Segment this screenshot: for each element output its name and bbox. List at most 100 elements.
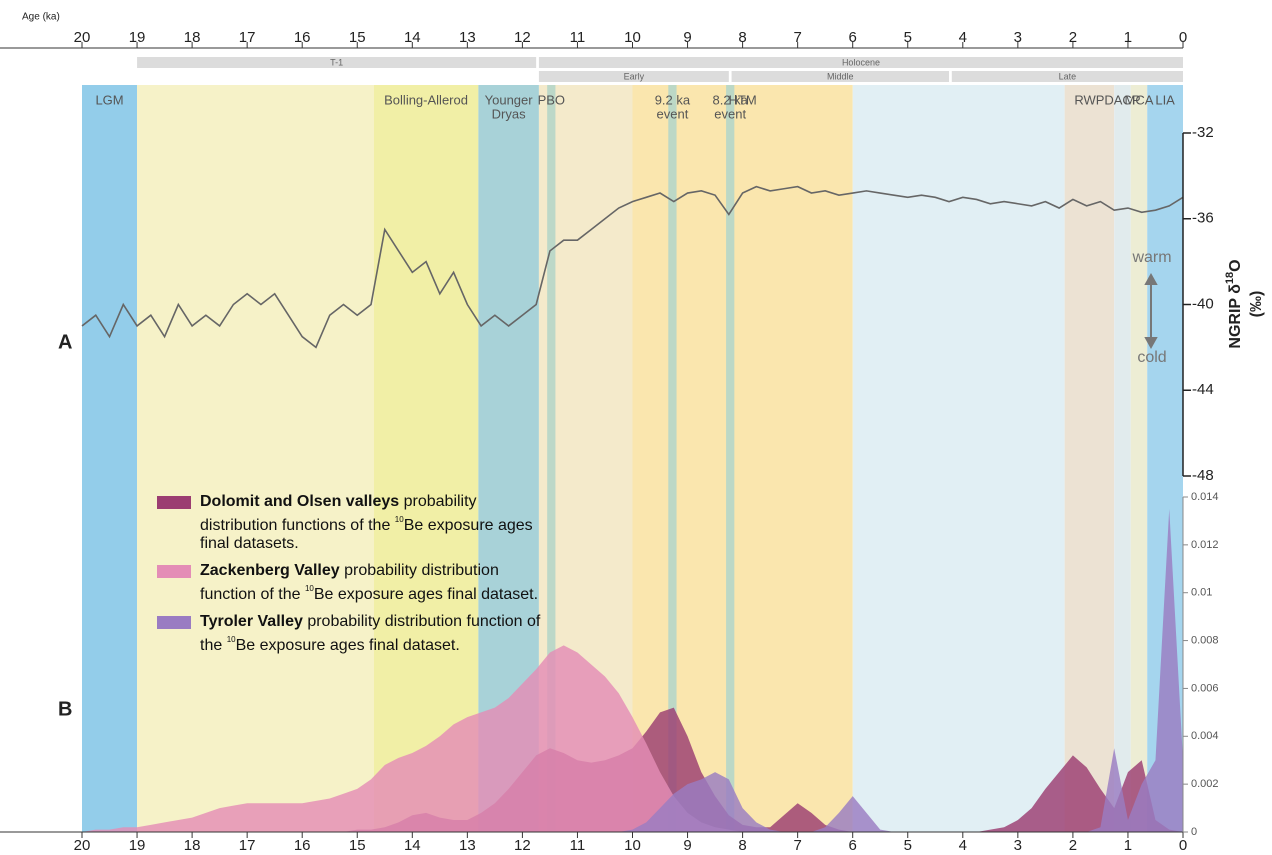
band-label: RWP	[1074, 92, 1104, 107]
x-tick-label: 2	[1069, 837, 1077, 854]
x-tick-label: 18	[184, 29, 201, 46]
annotation: warm	[1131, 249, 1171, 266]
period-band	[852, 85, 1065, 832]
x-tick-label: 11	[570, 837, 586, 854]
legend-sup: 10	[394, 515, 404, 524]
legend-entry: Zackenberg Valley probability distributi…	[157, 562, 547, 604]
period-label: Late	[1059, 71, 1077, 81]
legend-swatch	[157, 496, 191, 509]
x-tick-label: 8	[738, 837, 746, 854]
x-tick-label: 12	[514, 29, 531, 46]
band-label: PBO	[538, 92, 565, 107]
band-label: event	[714, 106, 746, 121]
x-tick-label: 10	[624, 837, 641, 854]
x-tick-label: 18	[184, 837, 201, 854]
period-band	[1130, 85, 1148, 832]
panel-label: B	[58, 698, 72, 720]
band-label: 8.2 ka	[713, 92, 749, 107]
y-title-part: O	[1227, 259, 1244, 271]
x-tick-label: 19	[129, 837, 146, 854]
isotope-line	[81, 185, 1184, 349]
x-tick-label: 13	[459, 837, 476, 854]
x-tick-label: 8	[738, 29, 746, 46]
period-band	[726, 85, 735, 832]
x-tick-label: 15	[349, 837, 366, 854]
legend-entry: Dolomit and Olsen valleys probability di…	[157, 493, 547, 553]
band-label: 9.2 ka	[655, 92, 691, 107]
x-tick-label: 12	[514, 837, 531, 854]
y-title-part: NGRIP δ	[1227, 284, 1244, 349]
y-axis-unit: (‰)	[1248, 291, 1265, 318]
legend-text: probability distribution functions of th…	[200, 493, 477, 534]
x-tick-label: 0	[1179, 29, 1187, 46]
y-tick-label: 0.006	[1191, 682, 1219, 694]
y-axis-title: NGRIP δ18O (‰)	[1224, 259, 1265, 348]
x-tick-label: 15	[349, 29, 366, 46]
y-tick-label: -44	[1192, 381, 1214, 398]
band-label: DACP	[1104, 92, 1140, 107]
x-tick-label: 20	[74, 837, 91, 854]
period-bar	[731, 71, 950, 82]
y-tick-label: -40	[1192, 295, 1214, 312]
x-tick-label: 2	[1069, 29, 1077, 46]
y-tick-label: 0.008	[1191, 634, 1219, 646]
x-tick-label: 19	[129, 29, 146, 46]
x-axis-title: Age (ka)	[22, 12, 60, 23]
x-tick-label: 16	[294, 29, 311, 46]
x-tick-label: 9	[683, 837, 691, 854]
x-tick-label: 3	[1014, 29, 1022, 46]
y-tick-label: 0.004	[1191, 730, 1219, 742]
y-tick-label: -48	[1192, 467, 1214, 484]
period-bar	[538, 71, 729, 82]
period-band	[547, 85, 556, 832]
y-tick-label: 0.014	[1191, 491, 1219, 503]
x-tick-label: 13	[459, 29, 476, 46]
x-tick-label: 14	[404, 29, 421, 46]
period-bar	[538, 57, 1183, 68]
legend-text: Be exposure ages final datasets.	[200, 517, 533, 552]
x-tick-label: 20	[74, 29, 91, 46]
x-tick-label: 17	[239, 837, 256, 854]
x-tick-label: 5	[904, 837, 912, 854]
x-tick-label: 3	[1014, 837, 1022, 854]
legend-entry: Tyroler Valley probability distribution …	[157, 613, 547, 655]
band-label: Dryas	[492, 106, 526, 121]
y-tick-label: 0.002	[1191, 778, 1219, 790]
period-label: Holocene	[842, 57, 880, 67]
x-tick-label: 6	[849, 29, 857, 46]
x-tick-label: 10	[624, 29, 641, 46]
band-label: Younger	[485, 92, 534, 107]
legend-text: Be exposure ages final dataset.	[235, 637, 460, 654]
y-tick-label: 0.01	[1191, 587, 1212, 599]
warm-cold-arrow	[1144, 272, 1158, 350]
band-label: LIA	[1155, 92, 1175, 107]
y-tick-label: 0	[1191, 826, 1197, 838]
band-label: Bolling-Allerod	[384, 92, 468, 107]
pdf-area	[82, 645, 1183, 832]
plot-layer	[81, 185, 1184, 832]
period-band	[373, 85, 479, 832]
y-tick-label: 0.012	[1191, 539, 1219, 551]
x-tick-label: 11	[570, 29, 586, 46]
band-label: HTM	[729, 92, 757, 107]
period-label: Early	[624, 71, 645, 81]
band-label: event	[657, 106, 689, 121]
legend-sup: 10	[226, 635, 236, 644]
x-tick-label: 5	[904, 29, 912, 46]
period-label: Middle	[827, 71, 854, 81]
x-tick-label: 4	[959, 29, 967, 46]
x-tick-label: 4	[959, 837, 967, 854]
period-band	[668, 85, 677, 832]
period-band	[82, 85, 138, 832]
legend-text: probability distribution function of the	[200, 613, 541, 654]
panel-label: A	[58, 331, 72, 353]
annotation: cold	[1137, 349, 1166, 366]
x-tick-label: 1	[1124, 837, 1132, 854]
legend-text: Be exposure ages final dataset.	[313, 586, 539, 603]
period-bar	[137, 57, 537, 68]
band-label: LGM	[95, 92, 123, 107]
legend-text: probability distribution function of the	[200, 562, 499, 603]
period-band	[1064, 85, 1115, 832]
y-tick-label: -36	[1192, 210, 1214, 227]
